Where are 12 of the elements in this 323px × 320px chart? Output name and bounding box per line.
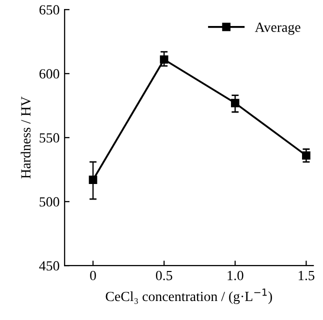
y-axis-title: Hardness / HV <box>20 96 31 178</box>
legend-label: Average <box>254 22 300 35</box>
y-tick-label: 450 <box>39 261 60 271</box>
x-tick-label: 0 <box>90 270 96 280</box>
y-tick-label: 650 <box>40 5 60 15</box>
y-tick-label: 500 <box>40 197 60 207</box>
y-tick-label: 550 <box>40 133 60 143</box>
x-tick-label: 1.0 <box>228 270 244 280</box>
x-tick-label: 1.5 <box>298 270 314 280</box>
y-tick-label: 600 <box>40 69 60 79</box>
x-axis-title: CeCl₃ concentration / (g·L$^{−1}$) <box>106 288 272 304</box>
x-tick-label: 0.5 <box>156 270 172 280</box>
